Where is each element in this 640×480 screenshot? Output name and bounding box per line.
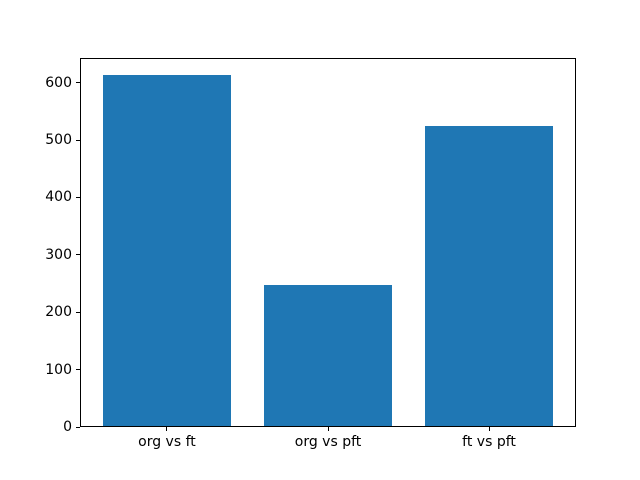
x-tick-label: org vs ft (138, 434, 196, 450)
y-tick-label: 300 (45, 246, 72, 263)
x-tick-label: org vs pft (294, 434, 362, 450)
y-tick-mark (76, 196, 80, 198)
y-tick-label: 100 (45, 361, 72, 378)
y-tick-label: 200 (45, 304, 72, 321)
x-tick-label: ft vs pft (462, 434, 516, 450)
y-tick-label: 0 (63, 419, 72, 435)
y-tick-mark (76, 369, 80, 371)
x-tick-mark (166, 427, 168, 431)
y-tick-mark (76, 139, 80, 141)
x-tick-mark (327, 427, 329, 431)
y-tick-label: 500 (45, 132, 72, 149)
bar-org-vs-ft (102, 75, 232, 426)
plot-area (80, 58, 576, 427)
bar-org-vs-pft (263, 285, 393, 426)
y-tick-label: 600 (45, 74, 72, 91)
y-tick-mark (76, 254, 80, 256)
y-tick-label: 400 (45, 189, 72, 206)
y-tick-mark (76, 426, 80, 428)
y-tick-mark (76, 82, 80, 84)
bar-ft-vs-pft (424, 125, 554, 426)
y-tick-mark (76, 311, 80, 313)
x-tick-mark (488, 427, 490, 431)
